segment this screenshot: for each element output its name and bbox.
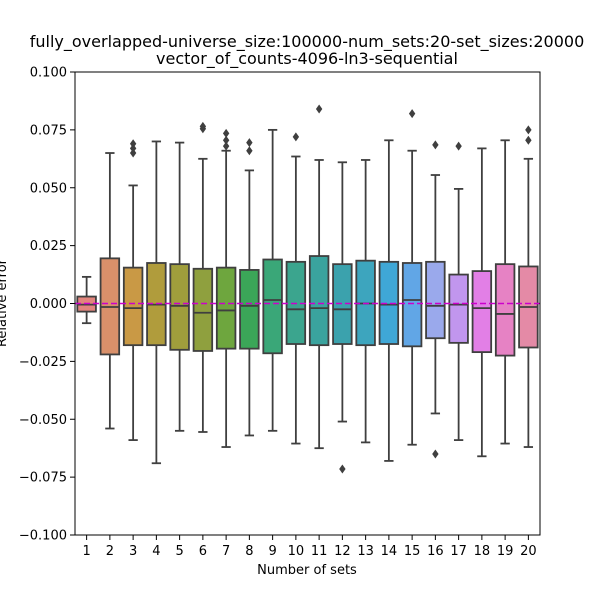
y-axis: −0.100 −0.075 −0.050 −0.025 0.000 0.025 0.050 0…	[19, 66, 75, 544]
y-tick-label: −0.100	[19, 529, 67, 544]
x-tick-label: 18	[474, 544, 491, 559]
y-tick-label: −0.075	[19, 471, 67, 486]
box-group	[99, 152, 121, 430]
y-axis-label: Relative error	[0, 258, 10, 347]
x-tick-label: 4	[152, 544, 160, 559]
box-iqr	[169, 263, 190, 351]
box-iqr	[192, 267, 214, 352]
x-tick-label: 7	[222, 544, 230, 559]
x-tick-label: 20	[520, 544, 537, 559]
x-axis: 1 2 3 4 5 6 7 8 9 10 11 12 13 14 15 16 17 18 19 20	[82, 535, 537, 559]
y-tick-label: 0.025	[30, 239, 67, 254]
chart-title-line1: fully_overlapped-universe_size:100000-nu…	[30, 32, 585, 52]
box-iqr	[332, 263, 353, 345]
y-tick-label: 0.000	[30, 297, 67, 312]
outlier-point	[432, 449, 439, 459]
outlier-point	[432, 140, 439, 150]
box-group	[401, 109, 423, 446]
box-group	[262, 128, 283, 432]
chart-title-line2: vector_of_counts-4096-ln3-sequential	[156, 49, 458, 69]
outlier-point	[129, 148, 137, 158]
box-group	[332, 161, 353, 474]
x-tick-label: 3	[129, 544, 137, 559]
plot-area	[74, 71, 541, 536]
y-tick-label: −0.025	[19, 355, 67, 370]
x-axis-label: Number of sets	[257, 563, 357, 578]
box-group	[448, 141, 469, 441]
box-iqr	[401, 262, 423, 348]
box-group	[239, 138, 260, 437]
outlier-point	[129, 143, 137, 153]
box-group	[285, 132, 307, 445]
box-group	[308, 104, 330, 450]
x-tick-label: 16	[427, 544, 444, 559]
y-tick-label: 0.075	[30, 123, 67, 138]
box-group	[76, 275, 97, 325]
box-iqr	[448, 273, 469, 344]
box-group	[471, 147, 493, 458]
x-tick-label: 13	[357, 544, 374, 559]
outlier-point	[292, 132, 300, 142]
y-tick-label: 0.100	[30, 66, 67, 81]
x-tick-label: 6	[199, 544, 207, 559]
box-group	[122, 139, 144, 441]
x-tick-label: 19	[497, 544, 514, 559]
y-tick-label: 0.050	[30, 181, 67, 196]
box-iqr	[494, 263, 516, 357]
outlier-point	[129, 139, 137, 149]
x-tick-label: 2	[106, 544, 114, 559]
box-group	[146, 140, 167, 465]
box-group	[169, 141, 190, 432]
box-iqr	[425, 260, 446, 340]
x-tick-label: 5	[175, 544, 183, 559]
outlier-point	[222, 128, 230, 138]
outlier-point	[525, 135, 532, 145]
outlier-point	[222, 141, 230, 151]
y-tick-label: −0.050	[19, 413, 67, 428]
box-group	[215, 128, 237, 448]
box-group	[518, 125, 539, 448]
outlier-point	[199, 121, 207, 131]
x-tick-label: 8	[245, 544, 253, 559]
outlier-point	[246, 146, 253, 156]
x-tick-label: 15	[404, 544, 421, 559]
outlier-point	[455, 141, 462, 151]
outlier-point	[339, 464, 346, 474]
box-group	[355, 159, 376, 444]
x-tick-label: 9	[268, 544, 276, 559]
x-tick-label: 10	[288, 544, 305, 559]
outlier-point	[246, 138, 253, 148]
x-tick-label: 12	[334, 544, 351, 559]
plot-frame	[74, 71, 541, 536]
outlier-point	[525, 125, 532, 135]
x-tick-label: 1	[82, 544, 90, 559]
box-iqr	[215, 266, 237, 350]
box-iqr	[262, 258, 283, 355]
outlier-point	[222, 135, 230, 145]
x-tick-label: 17	[450, 544, 467, 559]
box-iqr	[378, 260, 400, 345]
x-tick-label: 14	[381, 544, 398, 559]
box-group	[494, 139, 516, 445]
box-group	[378, 139, 400, 462]
box-iqr	[239, 269, 260, 350]
x-tick-label: 11	[311, 544, 328, 559]
box-group	[425, 140, 446, 459]
box-iqr	[122, 266, 144, 347]
outlier-point	[315, 104, 323, 114]
outlier-point	[408, 109, 416, 119]
box-group	[192, 121, 214, 433]
box-iqr	[471, 270, 493, 354]
box-iqr	[308, 255, 330, 347]
